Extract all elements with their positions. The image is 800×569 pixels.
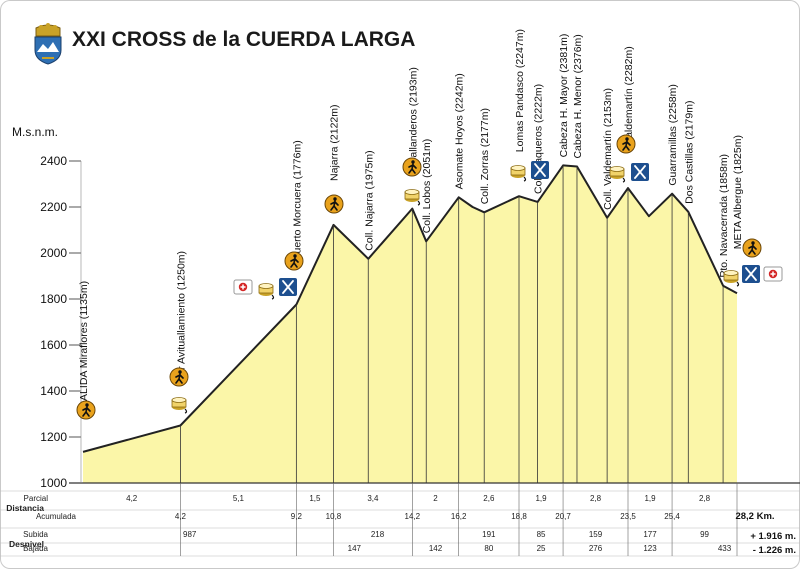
drink-icon: [258, 283, 275, 300]
y-tick-label: 1600: [40, 338, 67, 352]
waypoint-label: SALIDA Miraflores (1135m): [78, 281, 90, 408]
waypoint-label: 1er Avituallamiento (1250m): [175, 251, 187, 382]
acumulada-value: 28,2 Km.: [735, 511, 774, 522]
waypoint-label: Puerto Morcuera (1776m): [291, 140, 303, 260]
bajada-value: 123: [643, 544, 657, 553]
medical-icon: [233, 279, 253, 295]
acumulada-value: 14,2: [405, 512, 421, 521]
waypoint-labels: SALIDA Miraflores (1135m) 1er Avituallami…: [78, 29, 744, 408]
parcial-value: 1,9: [644, 494, 656, 503]
club-logo: [30, 22, 66, 66]
subida-value: 987: [183, 530, 197, 539]
acumulada-value: 25,4: [664, 512, 680, 521]
waypoint-label: Cabeza H. Menor (2376m): [572, 34, 584, 158]
axes: 1000 1200 1400 1600 1800 2000 2200 2400 M.s.n.m.: [12, 125, 800, 490]
waypoint-label: Coll. Najarra (1975m): [363, 150, 375, 250]
bajada-value: 80: [484, 544, 493, 553]
waypoint-lines: [180, 165, 724, 483]
acumulada-value: 10,8: [326, 512, 342, 521]
food-icon: [531, 161, 549, 179]
food-icon: [631, 163, 649, 181]
bajada-label: Bajada: [23, 544, 48, 553]
bajada-value: 25: [537, 544, 546, 553]
subida-value: 85: [537, 530, 546, 539]
desnivel-label: Desnivel: [9, 539, 44, 549]
waypoint-label: Najarra (2122m): [328, 104, 340, 180]
bajada-value: 147: [348, 544, 362, 553]
subida-value: 191: [482, 530, 496, 539]
hiker-icon: [402, 157, 422, 177]
waypoint-label: Lomas Pandasco (2247m): [514, 29, 526, 152]
y-tick-label: 1200: [40, 430, 67, 444]
y-tick-label: 2400: [40, 154, 67, 168]
parcial-value: 2,6: [483, 494, 495, 503]
acumulada-value: 4,2: [175, 512, 187, 521]
waypoint-label: Guarramillas (2258m): [667, 84, 679, 186]
waypoint-label: Asomate Hoyos (2242m): [454, 73, 466, 189]
total-subida: + 1.916 m.: [750, 531, 796, 542]
bajada-value: 142: [429, 544, 443, 553]
y-tick-label: 1000: [40, 476, 67, 490]
acumulada-value: 23,5: [620, 512, 636, 521]
hiker-icon: [324, 194, 344, 214]
subida-value: 99: [700, 530, 709, 539]
acumulada-label: Acumulada: [36, 512, 77, 521]
acumulada-value: 9,2: [291, 512, 303, 521]
waypoint-label: Pto. Navacerrada (1858m): [718, 154, 730, 278]
hiker-icon: [169, 367, 189, 387]
hiker-icon: [284, 251, 304, 271]
waypoint-label: Coll. Valdemartín (2153m): [602, 88, 614, 210]
drink-icon: [723, 270, 740, 287]
distancia-label: Distancia: [6, 503, 44, 513]
drink-icon: [404, 189, 421, 206]
waypoint-label: Coll. Lobos (2051m): [421, 139, 433, 234]
parcial-value: 1,5: [309, 494, 321, 503]
acumulada-value: 16,2: [451, 512, 467, 521]
bajada-value: 276: [589, 544, 603, 553]
subida-value: 159: [589, 530, 603, 539]
parcial-value: 5,1: [233, 494, 245, 503]
parcial-value: 4,2: [126, 494, 138, 503]
parcial-value: 2: [433, 494, 438, 503]
total-bajada: - 1.226 m.: [753, 545, 796, 556]
hiker-icon: [616, 134, 636, 154]
y-tick-label: 2200: [40, 200, 67, 214]
bajada-value: 433: [718, 544, 732, 553]
parcial-value: 2,8: [590, 494, 602, 503]
subida-label: Subida: [23, 530, 48, 539]
parcial-value: 3,4: [367, 494, 379, 503]
acumulada-value: 20,7: [555, 512, 571, 521]
acumulada-value: 18,8: [511, 512, 527, 521]
drink-icon: [609, 166, 626, 183]
y-axis-label: M.s.n.m.: [12, 125, 58, 139]
profile-fill: [83, 165, 737, 483]
waypoint-label: META Albergue (1825m): [732, 135, 744, 249]
subida-value: 218: [371, 530, 385, 539]
y-tick-label: 1800: [40, 292, 67, 306]
waypoint-icons: [76, 134, 783, 420]
food-icon: [279, 278, 297, 296]
chart-title: XXI CROSS de la CUERDA LARGA: [72, 28, 416, 51]
subida-value: 177: [643, 530, 657, 539]
waypoint-label: Cabeza H. Mayor (2381m): [558, 34, 570, 158]
y-tick-label: 1400: [40, 384, 67, 398]
hiker-icon: [742, 238, 762, 258]
parcial-label: Parcial: [24, 494, 49, 503]
drink-icon: [510, 165, 527, 182]
waypoint-label: Dos Castillas (2179m): [683, 101, 695, 204]
parcial-value: 1,9: [535, 494, 547, 503]
waypoint-label: Coll. Zorras (2177m): [479, 108, 491, 204]
drink-icon: [171, 397, 188, 414]
medical-icon: [763, 266, 783, 282]
food-icon: [742, 265, 760, 283]
waypoint-label: Ballanderos (2193m): [407, 67, 419, 164]
waypoint-label: Valdemartín (2282m): [623, 46, 635, 144]
y-tick-label: 2000: [40, 246, 67, 260]
hiker-icon: [76, 400, 96, 420]
parcial-value: 2,8: [699, 494, 711, 503]
